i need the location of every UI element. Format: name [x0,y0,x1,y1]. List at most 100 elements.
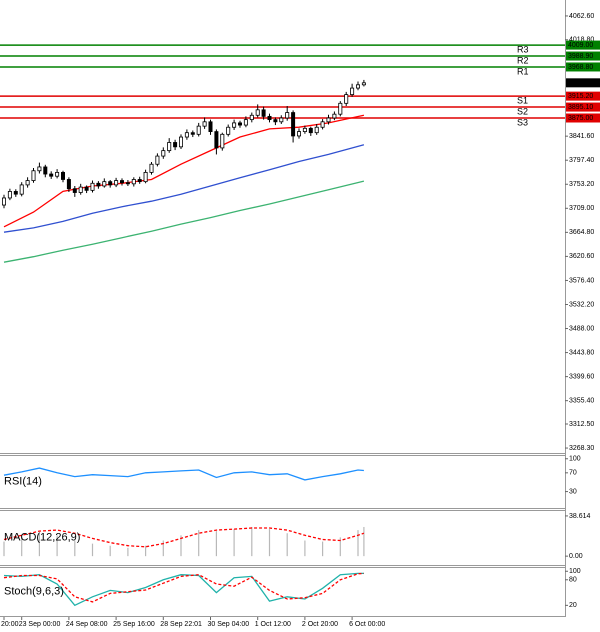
y-tick-label: 3312.50 [569,421,594,428]
candle-body [90,182,95,191]
candle-body [72,188,77,193]
candle-body [249,114,254,121]
y-tick-label: 20 [569,602,577,609]
y-tick-label: 3268.30 [569,445,594,452]
candle-body [49,173,54,177]
y-tick-label: 4062.60 [569,13,594,20]
candle-body [261,109,266,117]
histogram-bar [268,529,271,557]
candle-body [78,186,83,193]
histogram-bar [145,545,147,557]
histogram-bar [162,540,164,557]
histogram-bar [3,541,5,557]
candle-body [220,133,225,149]
level-name: R1 [517,66,529,76]
y-tick-label: 100 [569,456,581,463]
histogram-bar [251,526,253,557]
price-box-label: 3988.90 [568,53,593,60]
candle-body [226,126,231,135]
moving-average [3,180,365,263]
y-tick-label: 0.00 [569,553,583,560]
moving-average [3,144,365,233]
candle-body [361,82,366,86]
candle-body [108,181,113,186]
panel-title: Stoch(9,6,3) [4,585,64,597]
candle-body [214,131,219,149]
indicator-line [3,467,364,481]
histogram-bar [339,537,341,557]
histogram-bar [127,547,129,557]
price-box-label: 3895.10 [568,104,593,111]
price-box-label: 3875.00 [568,115,593,122]
x-tick-label: 20:00 [1,621,19,628]
x-tick-label: 24 Sep 08:00 [66,621,108,628]
candle-body [255,109,260,116]
candle-body [161,150,166,157]
candle-body [190,132,195,135]
histogram-bar [198,530,200,557]
histogram-bar [109,545,111,557]
histogram-bar [286,533,288,557]
histogram-bar [322,541,324,557]
y-tick-label: 3488.00 [569,325,594,332]
candle-body [184,132,189,138]
candle-body [2,197,7,206]
level-name: S3 [517,117,528,127]
y-tick-label: 30 [569,488,577,495]
candle-body [61,171,66,180]
candle-body [338,102,343,115]
indicator-line [3,572,364,603]
candle-body [125,182,130,185]
candle-body [232,122,237,128]
histogram-bar [215,531,217,557]
y-tick-label: 100 [569,568,581,575]
y-tick-label: 3620.60 [569,253,594,260]
candle-body [84,186,89,191]
price-box-label: 3968.80 [568,64,593,71]
candle-body [208,121,213,132]
candle-body [291,112,296,137]
y-tick-label: 38.614 [569,513,591,520]
candle-body [66,179,71,190]
candle-body [19,184,24,195]
histogram-bar [304,540,306,557]
candle-body [296,131,301,137]
candle-body [332,113,337,119]
x-tick-label: 23 Sep 00:00 [19,621,61,628]
candle-body [155,155,160,165]
price-box [566,102,600,112]
level-name: R2 [517,55,529,65]
level-name: R3 [517,44,529,54]
histogram-bar [233,529,235,557]
candle-body [143,171,148,183]
candle-body [167,142,172,152]
last-price-box [566,78,600,88]
candle-body [196,125,201,135]
candle-body [267,115,272,121]
candle-body [137,179,142,183]
candle-body [273,119,278,123]
candle-body [302,127,307,132]
candle-body [43,166,48,175]
y-tick-label: 3664.80 [569,229,594,236]
histogram-bar [21,537,23,557]
level-name: S2 [517,106,528,116]
candle-body [308,127,313,134]
histogram-bar [56,535,58,557]
indicator-line [3,572,364,607]
y-tick-label: 3443.80 [569,349,594,356]
candle-body [13,191,18,195]
frame [0,0,566,617]
candle-body [178,136,183,148]
y-tick-label: 3532.20 [569,301,594,308]
price-box-label: 3915.20 [568,93,593,100]
histogram-bar [357,530,359,557]
x-tick-label: 2 Oct 20:00 [302,621,338,628]
candle-body [237,122,242,126]
x-tick-label: 30 Sep 04:00 [208,621,250,628]
panel-title: MACD(12,26,9) [4,531,80,543]
candle-body [279,117,284,123]
y-tick-label: 3709.00 [569,205,594,212]
candle-body [55,171,60,177]
